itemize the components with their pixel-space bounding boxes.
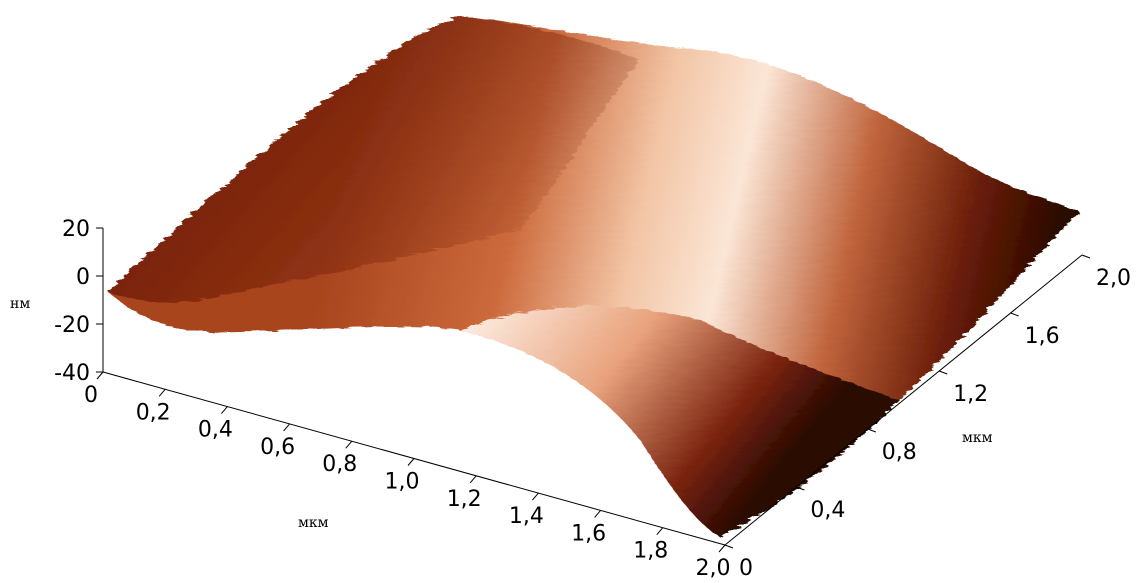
x-tick-label: 0,4 — [198, 418, 233, 443]
x-tick-mark — [221, 406, 228, 414]
y-tick-mark — [724, 544, 734, 549]
y-tick-mark — [1081, 254, 1091, 259]
z-axis-unit: нм — [10, 296, 30, 312]
x-tick-label: 2,0 — [696, 556, 731, 581]
z-tick-label: 0 — [76, 265, 90, 290]
x-tick-label: 0 — [84, 383, 98, 408]
y-tick-label: 1,2 — [953, 382, 988, 407]
y-axis-unit: мкм — [962, 430, 993, 446]
x-tick-label: 0,6 — [260, 435, 295, 460]
x-tick-label: 0,2 — [136, 400, 171, 425]
x-tick-mark — [96, 371, 104, 380]
x-axis-unit: мкм — [298, 515, 329, 531]
y-tick-label: 0,8 — [882, 440, 917, 465]
y-axis: 0 0,4 0,8 1,2 1,6 2,0 мкм — [724, 254, 1131, 581]
surface-front-face — [460, 306, 900, 537]
y-tick-mark — [867, 428, 876, 433]
y-tick-label: 1,6 — [1025, 324, 1060, 349]
x-tick-label: 0,8 — [322, 452, 357, 477]
x-tick-mark — [158, 388, 166, 397]
x-tick-label: 1,6 — [571, 521, 606, 546]
x-tick-mark — [718, 544, 726, 553]
x-tick-mark — [532, 492, 539, 501]
y-tick-mark — [939, 370, 948, 375]
surface-shadow-top — [108, 16, 640, 303]
x-tick-label: 1,2 — [447, 487, 482, 512]
z-tick-label: -20 — [54, 313, 90, 338]
x-tick-mark — [656, 527, 664, 536]
z-tick-label: 20 — [62, 217, 90, 242]
y-tick-label: 0,4 — [810, 498, 845, 523]
y-tick-label: 0 — [739, 556, 753, 581]
x-tick-mark — [283, 423, 290, 432]
y-tick-mark — [796, 486, 805, 491]
z-axis: -40 -20 0 20 нм — [10, 217, 104, 386]
x-tick-label: 1,4 — [509, 504, 544, 529]
x-tick-label: 1,8 — [633, 539, 668, 564]
surface-group — [108, 16, 1080, 537]
x-tick-mark — [345, 440, 353, 449]
x-tick-mark — [469, 475, 477, 484]
x-tick-mark — [407, 458, 415, 466]
x-axis: 0 0,2 0,4 0,6 0,8 1,0 1,2 1,4 1,6 1,8 2,0 мкм — [84, 371, 731, 581]
x-tick-label: 1,0 — [385, 470, 420, 495]
y-axis-line — [724, 254, 1083, 546]
z-tick-label: -40 — [54, 361, 90, 386]
y-tick-label: 2,0 — [1096, 266, 1131, 291]
x-tick-mark — [594, 510, 601, 518]
y-tick-mark — [1010, 312, 1019, 317]
